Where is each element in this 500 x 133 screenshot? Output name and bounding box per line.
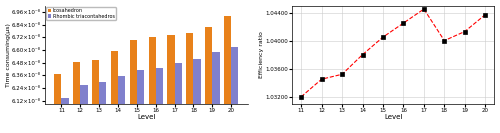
Bar (231, 47, 238, 133)
X-axis label: Level: Level (384, 114, 402, 120)
Bar (186, 33, 194, 133)
Bar (194, 59, 200, 133)
Bar (80, 85, 87, 133)
Bar (174, 63, 182, 133)
Bar (130, 40, 137, 133)
Bar (137, 70, 144, 133)
Bar (99, 82, 106, 133)
X-axis label: Level: Level (137, 114, 156, 120)
Bar (118, 76, 125, 133)
Bar (212, 52, 220, 133)
Bar (92, 61, 99, 133)
Bar (111, 51, 118, 133)
Y-axis label: Time consuming(μs): Time consuming(μs) (6, 23, 10, 87)
Y-axis label: Efficiency ratio: Efficiency ratio (258, 31, 264, 78)
Bar (62, 98, 68, 133)
Bar (168, 35, 174, 133)
Bar (156, 68, 163, 133)
Bar (205, 27, 212, 133)
Legend: Icosahedron, Rhombic triacontahedros: Icosahedron, Rhombic triacontahedros (46, 7, 116, 20)
Bar (54, 74, 62, 133)
Bar (224, 16, 231, 133)
Bar (148, 37, 156, 133)
Bar (73, 61, 80, 133)
